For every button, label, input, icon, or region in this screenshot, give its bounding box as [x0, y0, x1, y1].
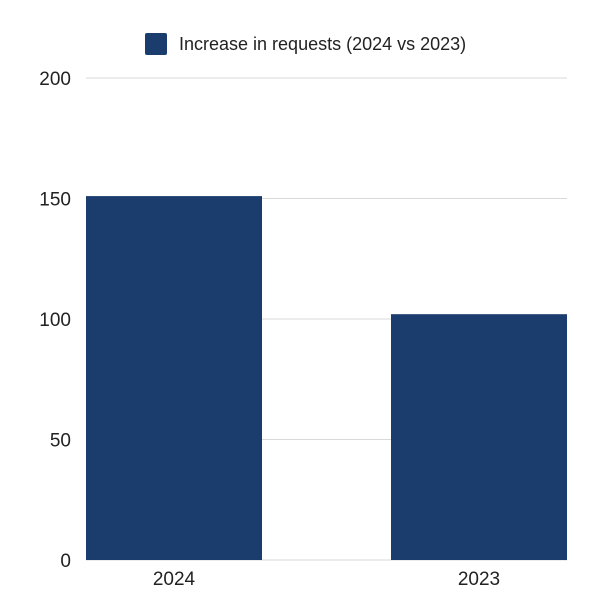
legend-swatch — [145, 33, 167, 55]
bar-2024 — [86, 196, 262, 560]
y-tick-label: 150 — [39, 190, 71, 211]
y-tick-label: 200 — [39, 69, 71, 90]
y-axis-ticks: 0 50 100 150 200 — [39, 69, 71, 572]
legend-label: Increase in requests (2024 vs 2023) — [179, 33, 467, 54]
chart-legend: Increase in requests (2024 vs 2023) — [145, 33, 466, 55]
y-tick-label: 0 — [60, 551, 71, 572]
y-tick-label: 100 — [39, 310, 71, 331]
x-tick-label: 2023 — [458, 569, 500, 590]
bar-2023 — [391, 314, 567, 560]
x-axis-ticks: 2024 2023 — [153, 569, 500, 590]
x-tick-label: 2024 — [153, 569, 196, 590]
y-tick-label: 50 — [50, 431, 71, 452]
bars — [86, 196, 567, 560]
